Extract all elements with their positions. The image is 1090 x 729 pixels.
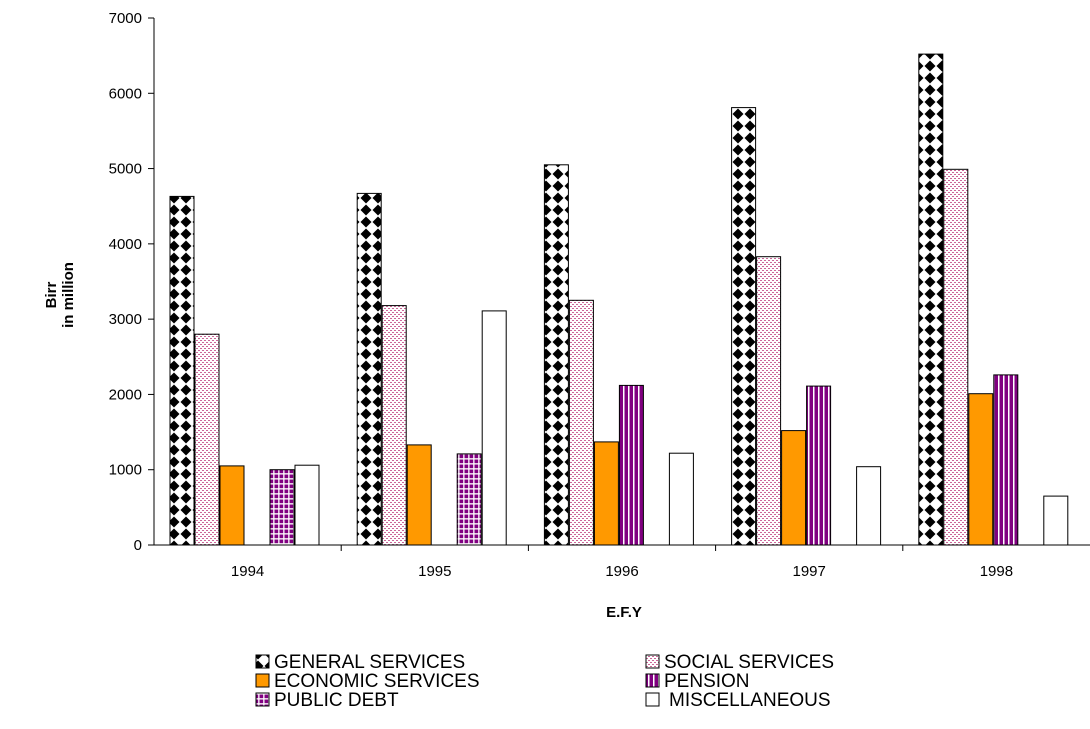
bar-general-services-1996 (543, 164, 569, 546)
y-tick-label: 5000 (109, 161, 142, 178)
legend-label: MISCELLANEOUS (669, 690, 831, 711)
bar-miscellaneous-1998 (1043, 495, 1069, 546)
legend-swatch-general-services (255, 654, 270, 669)
bar-economic-services-1998 (968, 393, 994, 546)
bar-miscellaneous-1996 (668, 452, 694, 546)
y-tick-label: 7000 (109, 10, 142, 27)
legend-swatch-miscellaneous (645, 692, 660, 707)
x-tick-label: 1998 (980, 563, 1013, 580)
x-axis-title: E.F.Y (606, 604, 642, 621)
y-axis-title-line-2: in million (60, 262, 77, 328)
bar-general-services-1994 (169, 195, 195, 546)
bar-miscellaneous-1995 (481, 310, 507, 546)
bar-miscellaneous-1997 (856, 466, 882, 546)
bar-social-services-1996 (568, 299, 594, 546)
legend-swatch-social-services (645, 654, 660, 669)
bar-general-services-1997 (731, 107, 757, 546)
bar-economic-services-1997 (781, 430, 807, 546)
bar-social-services-1995 (381, 305, 407, 546)
bar-public-debt-1995 (456, 453, 482, 546)
bar-general-services-1998 (918, 53, 944, 546)
bar-economic-services-1996 (593, 441, 619, 546)
y-tick-label: 1000 (109, 462, 142, 479)
bar-economic-services-1995 (406, 444, 432, 546)
bar-public-debt-1994 (269, 469, 295, 546)
bar-general-services-1995 (356, 192, 382, 546)
legend-label: PUBLIC DEBT (274, 690, 399, 711)
bar-pension-1996 (618, 384, 644, 546)
y-tick-label: 0 (134, 537, 142, 554)
bar-social-services-1994 (194, 333, 220, 546)
legend-swatch-public-debt (255, 692, 270, 707)
x-tick-label: 1996 (605, 563, 638, 580)
bar-pension-1998 (993, 374, 1019, 546)
y-axis-title-line-1: Birr (43, 282, 60, 309)
x-tick-label: 1997 (793, 563, 826, 580)
bars-layer (169, 53, 1069, 546)
legend: GENERAL SERVICES SOCIAL SERVICES ECONOMIC … (255, 652, 834, 711)
legend-swatch-pension (645, 673, 660, 688)
bar-pension-1997 (806, 385, 832, 546)
axis-lines (153, 18, 1090, 546)
legend-label: PENSION (664, 671, 750, 692)
bar-social-services-1998 (943, 168, 969, 546)
x-axis: 1994 1995 1996 1997 1998 (231, 545, 1013, 580)
y-tick-label: 4000 (109, 236, 142, 253)
bar-social-services-1997 (756, 256, 782, 546)
bar-miscellaneous-1994 (294, 464, 320, 546)
x-tick-label: 1994 (231, 563, 264, 580)
legend-label: ECONOMIC SERVICES (274, 671, 480, 692)
y-axis: 0 1000 2000 3000 4000 5000 6000 7000 (109, 10, 154, 554)
y-tick-label: 6000 (109, 85, 142, 102)
legend-label: SOCIAL SERVICES (664, 652, 834, 673)
legend-label: GENERAL SERVICES (274, 652, 465, 673)
legend-swatch-economic-services (255, 673, 270, 688)
x-tick-label: 1995 (418, 563, 451, 580)
y-tick-label: 3000 (109, 311, 142, 328)
y-tick-label: 2000 (109, 386, 142, 403)
bar-economic-services-1994 (219, 465, 245, 546)
y-axis-title: Birr in million (43, 262, 77, 328)
